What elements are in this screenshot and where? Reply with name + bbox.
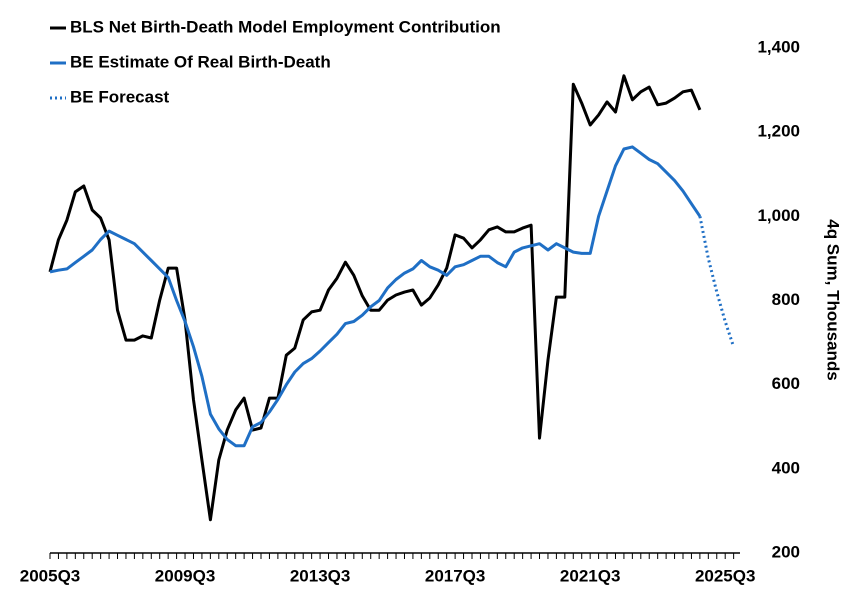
series-line (698, 216, 736, 348)
series-line (49, 145, 702, 448)
series-line (48, 74, 702, 522)
legend-label: BE Forecast (70, 87, 170, 106)
x-tick-label: 2017Q3 (425, 566, 486, 585)
y-tick-label: 400 (772, 458, 800, 477)
x-tick-label: 2013Q3 (290, 566, 351, 585)
x-tick-label: 2005Q3 (20, 566, 81, 585)
y-tick-label: 800 (772, 290, 800, 309)
y-axis-title: 4q Sum, Thousands (824, 219, 843, 381)
y-tick-label: 1,200 (757, 122, 800, 141)
x-tick-label: 2025Q3 (695, 566, 756, 585)
y-tick-label: 1,400 (757, 37, 800, 56)
y-tick-label: 600 (772, 374, 800, 393)
legend-label: BE Estimate Of Real Birth-Death (70, 52, 331, 71)
x-tick-label: 2009Q3 (155, 566, 216, 585)
y-tick-label: 1,000 (757, 206, 800, 225)
y-tick-label: 200 (772, 542, 800, 561)
x-tick-label: 2021Q3 (560, 566, 621, 585)
legend-label: BLS Net Birth-Death Model Employment Con… (70, 17, 501, 36)
